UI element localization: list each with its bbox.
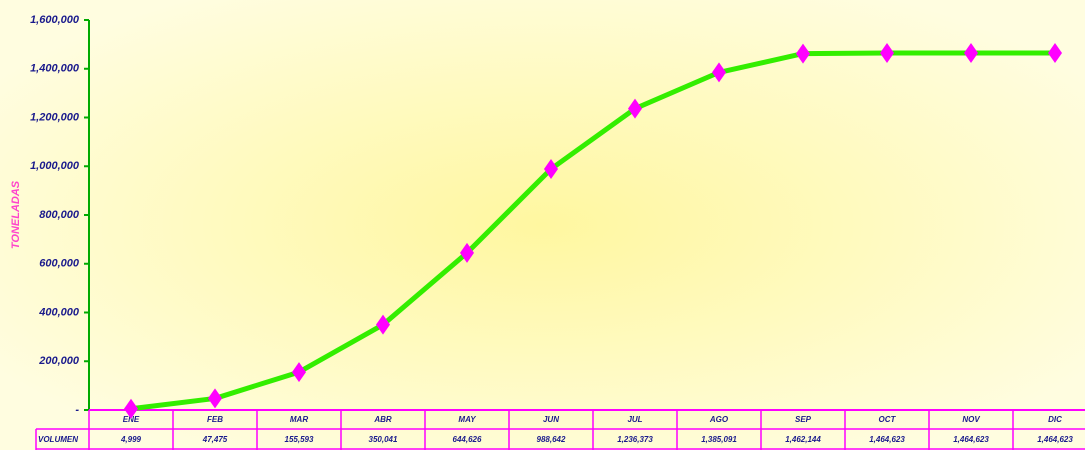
y-tick-label: 600,000 xyxy=(39,258,80,270)
x-tick-label: FEB xyxy=(207,415,223,424)
y-tick-label: 400,000 xyxy=(38,306,80,318)
x-tick-label: NOV xyxy=(962,415,980,424)
table-value: 1,464,623 xyxy=(1037,435,1073,444)
table-value: 47,475 xyxy=(202,435,228,444)
x-tick-label: JUN xyxy=(543,415,559,424)
marker xyxy=(208,388,222,409)
marker xyxy=(544,159,558,180)
line xyxy=(130,50,1055,412)
x-tick-label: MAR xyxy=(290,415,308,424)
y-tick-label: 1,000,000 xyxy=(30,160,80,172)
marker xyxy=(1048,42,1062,63)
marker xyxy=(460,242,474,263)
table-value: 155,593 xyxy=(285,435,314,444)
table-value: 350,041 xyxy=(369,435,398,444)
marker xyxy=(628,98,642,119)
y-axis-title: TONELADAS xyxy=(10,180,22,249)
marker xyxy=(796,43,810,64)
table-value: 988,642 xyxy=(537,435,566,444)
table-value: 1,462,144 xyxy=(785,435,821,444)
table-value: 644,626 xyxy=(453,435,482,444)
marker xyxy=(964,42,978,63)
table-row-label: VOLUMEN xyxy=(38,435,78,444)
table-value: 1,385,091 xyxy=(701,435,737,444)
y-tick-label: 1,200,000 xyxy=(30,111,80,123)
marker xyxy=(712,62,726,83)
x-tick-label: OCT xyxy=(879,415,897,424)
marker xyxy=(124,398,138,419)
x-tick-label: DIC xyxy=(1048,415,1062,424)
x-tick-label: MAY xyxy=(458,415,476,424)
y-tick-label: 1,400,000 xyxy=(30,63,80,75)
y-tick-label: 800,000 xyxy=(39,209,80,221)
table-value: 1,464,623 xyxy=(953,435,989,444)
y-tick-label: 1,600,000 xyxy=(30,14,80,26)
table-value: 1,464,623 xyxy=(869,435,905,444)
y-tick-label: 200,000 xyxy=(38,355,80,367)
x-tick-label: ABR xyxy=(373,415,392,424)
marker xyxy=(292,362,306,383)
x-tick-label: ENE xyxy=(123,415,140,424)
x-tick-label: JUL xyxy=(627,415,642,424)
marker xyxy=(376,314,390,335)
table-value: 1,236,373 xyxy=(617,435,653,444)
table-value: 4,999 xyxy=(120,435,142,444)
marker xyxy=(880,42,894,63)
y-tick-label: - xyxy=(75,404,79,416)
x-tick-label: SEP xyxy=(795,415,812,424)
x-tick-label: AGO xyxy=(709,415,729,424)
